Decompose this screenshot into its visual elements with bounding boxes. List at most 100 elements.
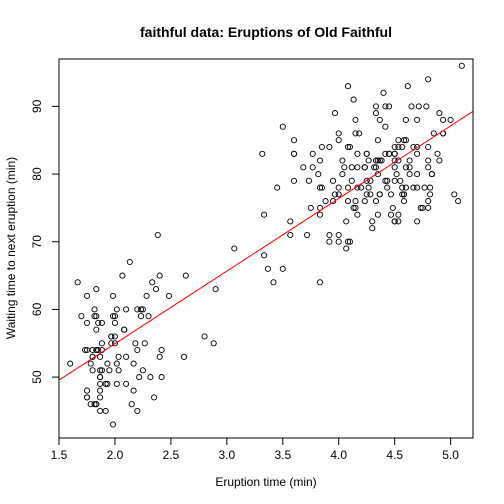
data-point bbox=[318, 184, 325, 191]
data-point bbox=[141, 340, 148, 347]
data-point bbox=[139, 367, 146, 374]
data-point bbox=[83, 346, 91, 354]
data-point bbox=[300, 164, 307, 171]
data-point bbox=[428, 171, 435, 178]
data-point bbox=[384, 177, 391, 184]
data-point bbox=[369, 225, 376, 232]
y-tick-label: 50 bbox=[30, 370, 44, 384]
data-point bbox=[89, 367, 96, 374]
data-point bbox=[109, 313, 117, 320]
data-point bbox=[83, 394, 91, 401]
data-point bbox=[331, 110, 339, 117]
data-point bbox=[414, 171, 421, 178]
data-point bbox=[393, 171, 400, 178]
data-point bbox=[326, 238, 333, 245]
data-point bbox=[354, 164, 361, 171]
data-point bbox=[130, 387, 137, 394]
data-point bbox=[356, 130, 363, 137]
data-point bbox=[384, 184, 391, 191]
data-point bbox=[386, 103, 393, 110]
data-point bbox=[350, 204, 357, 211]
data-points bbox=[67, 62, 465, 428]
data-point bbox=[395, 218, 402, 225]
data-point bbox=[180, 353, 188, 360]
data-point bbox=[343, 218, 350, 225]
data-point bbox=[354, 150, 361, 157]
data-point bbox=[95, 346, 102, 354]
data-point bbox=[113, 360, 120, 367]
data-point bbox=[352, 116, 359, 123]
data-point bbox=[425, 76, 432, 83]
chart-title: faithful data: Eruptions of Old Faithful bbox=[140, 24, 392, 40]
data-point bbox=[344, 238, 352, 245]
data-point bbox=[451, 191, 458, 198]
data-point bbox=[363, 177, 370, 184]
data-point bbox=[344, 184, 352, 191]
data-point bbox=[391, 164, 398, 171]
data-point bbox=[261, 252, 268, 259]
data-point bbox=[382, 150, 389, 157]
data-point bbox=[376, 116, 383, 123]
data-point bbox=[279, 123, 286, 130]
data-point bbox=[458, 62, 465, 69]
data-point bbox=[326, 143, 333, 151]
data-point bbox=[382, 177, 389, 184]
data-point bbox=[123, 306, 130, 313]
data-point bbox=[425, 143, 432, 151]
data-point bbox=[382, 103, 389, 110]
data-point bbox=[147, 374, 154, 381]
data-point bbox=[348, 164, 355, 171]
data-point bbox=[109, 292, 117, 299]
data-point bbox=[201, 333, 208, 340]
data-point bbox=[335, 231, 342, 239]
y-axis-label: Waiting time to next eruption (min) bbox=[4, 157, 18, 339]
data-point bbox=[287, 218, 294, 225]
data-point bbox=[399, 184, 406, 191]
data-point bbox=[137, 306, 145, 313]
data-point bbox=[113, 380, 120, 387]
data-point bbox=[399, 143, 406, 151]
data-point bbox=[399, 191, 406, 198]
data-point bbox=[97, 380, 104, 387]
data-point bbox=[315, 171, 322, 178]
data-point bbox=[455, 198, 462, 205]
data-point bbox=[98, 319, 105, 326]
data-point bbox=[134, 346, 141, 354]
data-point bbox=[136, 374, 143, 381]
data-point bbox=[98, 367, 105, 374]
y-tick-label: 90 bbox=[30, 99, 44, 113]
x-axis-label: Eruption time (min) bbox=[215, 475, 316, 489]
data-point bbox=[149, 279, 156, 286]
data-point bbox=[352, 204, 359, 211]
data-point bbox=[395, 211, 402, 218]
data-point bbox=[165, 292, 173, 299]
data-point bbox=[78, 313, 85, 320]
data-point bbox=[93, 286, 100, 293]
data-point bbox=[404, 83, 411, 90]
data-point bbox=[287, 231, 294, 239]
data-point bbox=[91, 306, 98, 313]
data-point bbox=[434, 150, 441, 157]
data-point bbox=[212, 286, 219, 293]
data-point bbox=[156, 353, 163, 360]
data-point bbox=[425, 157, 432, 164]
data-point bbox=[316, 211, 324, 218]
data-point bbox=[391, 143, 398, 151]
data-point bbox=[423, 103, 430, 110]
data-point bbox=[387, 191, 395, 198]
data-point bbox=[402, 116, 409, 123]
data-point bbox=[97, 387, 104, 394]
data-point bbox=[343, 245, 350, 252]
data-point bbox=[408, 103, 415, 110]
data-point bbox=[151, 394, 158, 401]
data-point bbox=[132, 340, 139, 347]
x-tick-label: 3.5 bbox=[274, 448, 291, 462]
data-point bbox=[106, 367, 113, 374]
data-point bbox=[309, 164, 316, 171]
x-tick-label: 2.5 bbox=[163, 448, 180, 462]
data-point bbox=[290, 137, 298, 144]
x-tick-label: 1.5 bbox=[51, 448, 68, 462]
data-point bbox=[421, 184, 428, 191]
x-axis: 1.5 2.0 2.5 3.0 3.5 4.0 4.5 5.0 bbox=[51, 438, 459, 462]
data-point bbox=[330, 177, 337, 184]
